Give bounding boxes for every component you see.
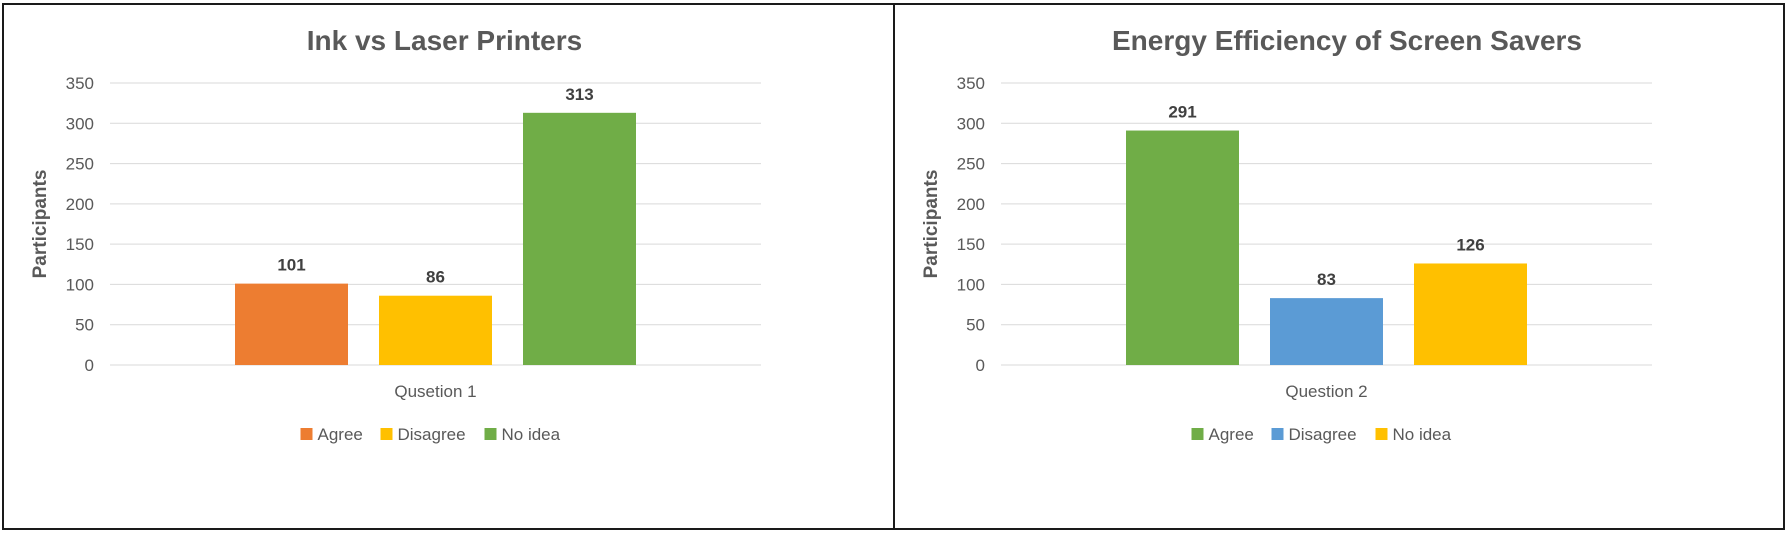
y-tick-label: 150 (957, 235, 985, 254)
data-label: 83 (1317, 270, 1336, 289)
y-tick-label: 0 (976, 356, 985, 375)
bar-disagree[interactable] (1270, 298, 1383, 365)
data-label: 101 (277, 256, 305, 275)
y-tick-label: 50 (966, 316, 985, 335)
chart-ink-vs-laser: Ink vs Laser Printers 0 50 100 150 200 250 300 3… (30, 25, 761, 444)
data-label: 313 (565, 85, 593, 104)
legend: Agree Disagree No idea (300, 425, 561, 444)
legend-swatch (380, 428, 393, 440)
y-tick-label: 350 (957, 74, 985, 93)
y-tick-label: 300 (66, 114, 94, 133)
y-tick-label: 150 (66, 235, 94, 254)
legend-label: Agree (1209, 425, 1254, 444)
legend-swatch (300, 428, 313, 440)
bar-agree[interactable] (1126, 130, 1239, 365)
data-label: 86 (426, 268, 445, 287)
chart-title: Ink vs Laser Printers (307, 25, 582, 56)
chart-panel-screen-savers[interactable]: Energy Efficiency of Screen Savers 0 50 100… (893, 3, 1785, 530)
legend: Agree Disagree No idea (1191, 425, 1452, 444)
bar-agree[interactable] (235, 283, 348, 365)
chart-panel-ink-vs-laser[interactable]: Ink vs Laser Printers 0 50 100 150 200 250 300 3… (2, 3, 895, 530)
y-tick-label: 200 (66, 195, 94, 214)
y-tick-label: 250 (66, 155, 94, 174)
y-tick-label: 350 (66, 74, 94, 93)
legend-label: No idea (1393, 425, 1452, 444)
legend-swatch (1271, 428, 1284, 440)
x-category-label: Qusetion 1 (394, 382, 476, 401)
legend-label: Disagree (398, 425, 466, 444)
legend-label: No idea (502, 425, 561, 444)
y-axis-label: Participants (921, 170, 942, 279)
legend-label: Disagree (1289, 425, 1357, 444)
y-tick-label: 100 (66, 275, 94, 294)
bar-disagree[interactable] (379, 295, 492, 365)
y-tick-label: 50 (75, 316, 94, 335)
data-label: 291 (1168, 103, 1196, 122)
chart-screen-savers: Energy Efficiency of Screen Savers 0 50 100… (921, 25, 1652, 444)
bar-no-idea[interactable] (523, 112, 636, 365)
legend-swatch (1375, 428, 1388, 440)
legend-swatch (484, 428, 497, 440)
y-tick-label: 100 (957, 275, 985, 294)
y-tick-label: 300 (957, 114, 985, 133)
chart-title: Energy Efficiency of Screen Savers (1112, 25, 1582, 56)
bar-no-idea[interactable] (1414, 263, 1527, 365)
data-label: 126 (1456, 235, 1484, 254)
y-tick-label: 200 (957, 195, 985, 214)
y-tick-label: 0 (85, 356, 94, 375)
y-axis-label: Participants (30, 170, 51, 279)
y-tick-label: 250 (957, 155, 985, 174)
legend-label: Agree (318, 425, 363, 444)
legend-swatch (1191, 428, 1204, 440)
x-category-label: Question 2 (1285, 382, 1367, 401)
